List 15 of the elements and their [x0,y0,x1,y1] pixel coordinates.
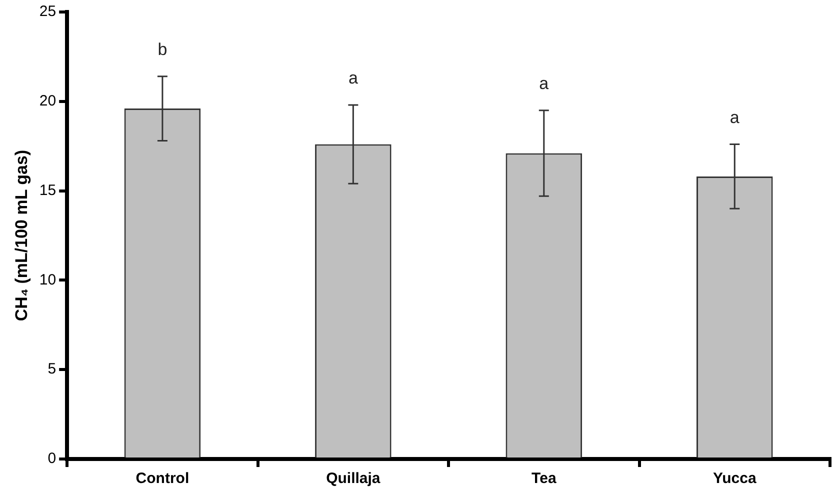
annotation: a [539,74,550,94]
y-tick-label: 15 [39,182,56,199]
y-tick-label: 5 [48,360,56,378]
y-tick-label: 25 [39,3,56,20]
x-tick-label: Quillaja [326,470,381,488]
y-tick-label: 0 [48,450,56,468]
y-tick-label: 10 [39,271,56,288]
y-axis-title: CH₄ (mL/100 mL gas) [12,150,31,322]
x-tick-label: Tea [532,470,557,488]
annotation: a [348,68,358,88]
x-tick-label: Yucca [712,470,757,488]
annotation: a [730,108,740,127]
y-tick-label: 20 [39,92,56,110]
x-tick-label: Control [136,470,190,488]
annotation: b [158,40,168,60]
